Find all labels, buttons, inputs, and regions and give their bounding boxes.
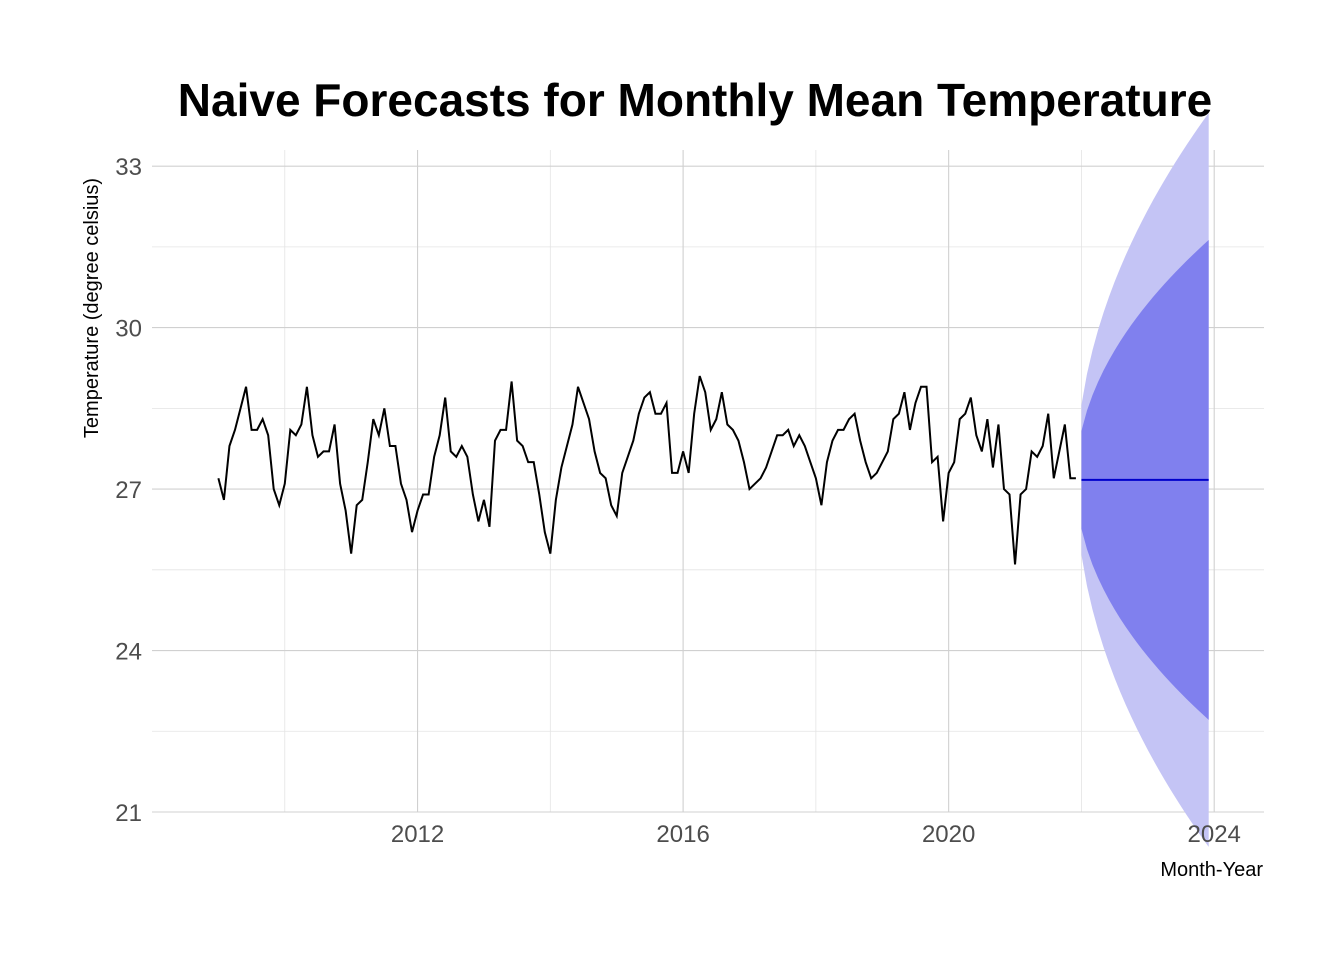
history-series-line: [217, 375, 1076, 565]
x-tick-labels: 2012 2016 2020 2024: [391, 821, 1241, 848]
y-tick-label: 33: [115, 154, 142, 181]
y-tick-label: 21: [115, 800, 142, 827]
y-tick-label: 27: [115, 477, 142, 504]
y-tick-label: 30: [115, 316, 142, 343]
x-tick-label: 2024: [1188, 821, 1241, 848]
x-tick-label: 2012: [391, 821, 444, 848]
y-tick-label: 24: [115, 639, 142, 666]
x-tick-label: 2016: [656, 821, 709, 848]
chart-title: Naive Forecasts for Monthly Mean Tempera…: [178, 74, 1212, 126]
major-gridlines: [152, 150, 1264, 813]
x-axis-title: Month-Year: [1160, 859, 1263, 881]
x-tick-label: 2020: [922, 821, 975, 848]
y-tick-labels: 21 24 27 30 33: [115, 154, 142, 827]
y-axis-title: Temperature (degree celsius): [81, 178, 103, 438]
